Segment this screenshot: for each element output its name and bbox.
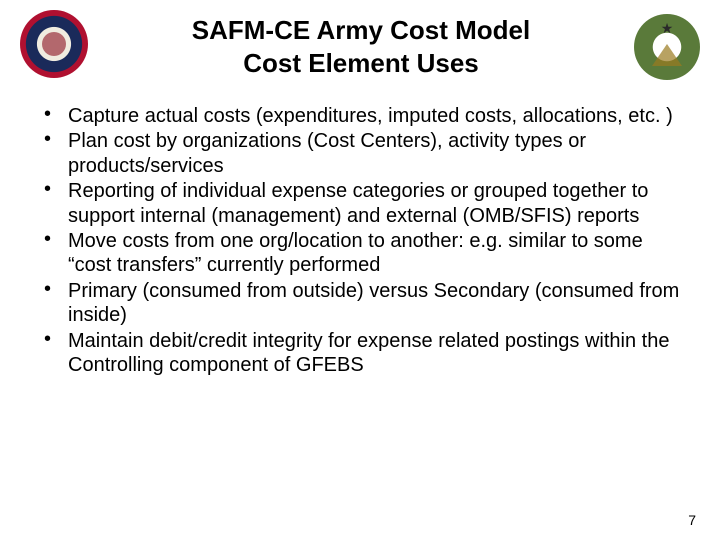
army-cost-management-seal-icon (634, 14, 700, 80)
list-item: Move costs from one org/location to anot… (40, 229, 680, 278)
title-line-1: SAFM-CE Army Cost Model (98, 14, 624, 47)
title-line-2: Cost Element Uses (98, 47, 624, 80)
list-item: Reporting of individual expense categori… (40, 179, 680, 228)
list-item: Primary (consumed from outside) versus S… (40, 279, 680, 328)
list-item: Plan cost by organizations (Cost Centers… (40, 129, 680, 178)
bullet-list: Capture actual costs (expenditures, impu… (40, 104, 680, 377)
title-block: SAFM-CE Army Cost Model Cost Element Use… (98, 10, 624, 79)
slide-header: SAFM-CE Army Cost Model Cost Element Use… (0, 0, 720, 80)
list-item: Maintain debit/credit integrity for expe… (40, 329, 680, 378)
list-item: Capture actual costs (expenditures, impu… (40, 104, 680, 128)
page-number: 7 (688, 512, 696, 528)
content-area: Capture actual costs (expenditures, impu… (0, 80, 720, 377)
assistant-secretary-army-seal-icon (20, 10, 88, 78)
